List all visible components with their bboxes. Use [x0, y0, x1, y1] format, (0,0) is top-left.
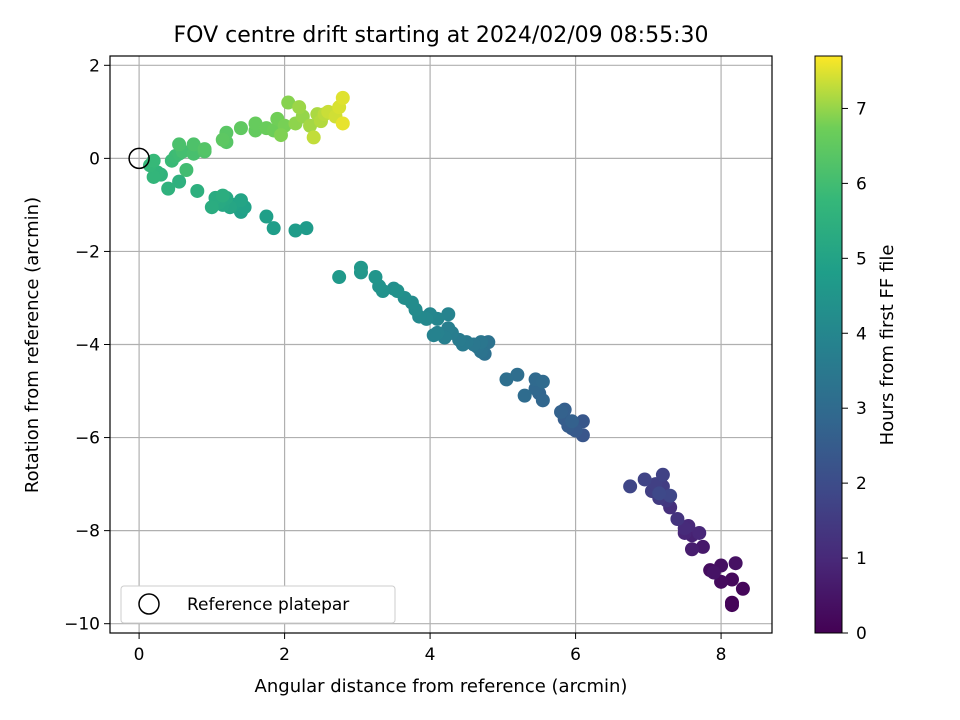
data-point	[172, 174, 187, 189]
colorbar-tick-label: 4	[856, 324, 867, 344]
x-tick-label: 4	[425, 645, 436, 665]
colorbar-tick-label: 1	[856, 549, 867, 569]
data-point	[517, 388, 532, 403]
data-point	[281, 95, 296, 110]
data-point	[535, 393, 550, 408]
data-point	[306, 130, 321, 145]
y-tick-label: −8	[75, 522, 100, 542]
data-point	[663, 488, 678, 503]
data-point	[499, 372, 514, 387]
data-point	[179, 163, 194, 178]
data-point	[706, 565, 721, 580]
legend-label: Reference platepar	[187, 595, 349, 615]
colorbar-ticks: 0 1 2 3 4 5 6 7	[842, 99, 867, 644]
data-point	[233, 121, 248, 136]
x-tick-label: 6	[570, 645, 581, 665]
y-tick-label: 2	[89, 56, 100, 76]
chart-title: FOV centre drift starting at 2024/02/09 …	[174, 23, 709, 48]
data-point	[554, 404, 569, 419]
data-point	[655, 467, 670, 482]
legend-marker	[138, 593, 160, 615]
x-tick-label: 0	[134, 645, 145, 665]
data-point	[535, 374, 550, 389]
data-point	[335, 90, 350, 105]
data-point	[652, 486, 667, 501]
data-point	[197, 142, 212, 157]
y-tick-label: −4	[75, 336, 100, 356]
legend: Reference platepar	[120, 585, 396, 624]
legend-box	[120, 585, 396, 624]
colorbar: 0 1 2 3 4 5 6 7 Hours from first FF file	[814, 55, 898, 644]
data-point	[233, 193, 248, 208]
data-point	[390, 283, 405, 298]
y-tick-label: −6	[75, 429, 100, 449]
x-axis-label: Angular distance from reference (arcmin)	[255, 676, 628, 697]
data-point	[724, 572, 739, 587]
colorbar-tick-label: 7	[856, 99, 867, 119]
data-point	[637, 472, 652, 487]
data-point	[172, 137, 187, 152]
data-point	[353, 260, 368, 275]
data-point	[695, 539, 710, 554]
data-point	[332, 270, 347, 285]
data-point	[299, 221, 314, 236]
grid-lines	[110, 56, 772, 633]
data-point	[146, 169, 161, 184]
data-point	[215, 132, 230, 147]
data-point	[288, 223, 303, 238]
data-point	[204, 200, 219, 215]
data-point	[426, 328, 441, 343]
reference-marker	[128, 147, 150, 170]
colorbar-gradient	[814, 55, 843, 634]
data-point	[623, 479, 638, 494]
data-point	[670, 511, 685, 526]
x-tick-label: 2	[279, 645, 290, 665]
data-point	[335, 116, 350, 131]
y-tick-label: −2	[75, 242, 100, 262]
data-point	[692, 525, 707, 540]
colorbar-tick-label: 6	[856, 174, 867, 194]
y-tick-label: 0	[89, 149, 100, 169]
y-axis-ticks: −10 −8 −6 −4 −2 0 2	[64, 56, 110, 635]
data-point	[215, 188, 230, 203]
data-point	[161, 181, 176, 196]
data-point	[266, 221, 281, 236]
data-point	[303, 118, 318, 133]
colorbar-tick-label: 2	[856, 474, 867, 494]
data-point	[728, 556, 743, 571]
colorbar-tick-label: 0	[856, 624, 867, 644]
colorbar-tick-label: 5	[856, 249, 867, 269]
data-points	[143, 90, 750, 613]
colorbar-tick-label: 3	[856, 399, 867, 419]
y-tick-label: −10	[64, 615, 100, 635]
x-axis-ticks: 0 2 4 6 8	[134, 633, 727, 665]
y-axis-label: Rotation from reference (arcmin)	[22, 197, 43, 493]
x-tick-label: 8	[716, 645, 727, 665]
colorbar-label: Hours from first FF file	[877, 245, 898, 446]
data-point	[146, 153, 161, 168]
data-point	[186, 137, 201, 152]
data-point	[735, 581, 750, 596]
data-point	[190, 183, 205, 198]
data-point	[510, 367, 525, 382]
data-point	[684, 542, 699, 557]
data-point	[368, 270, 383, 285]
data-point	[259, 209, 274, 224]
data-point	[724, 598, 739, 613]
data-point	[292, 100, 307, 115]
data-point	[248, 116, 263, 131]
data-point	[273, 128, 288, 143]
data-point	[441, 307, 456, 322]
data-point	[564, 414, 579, 429]
